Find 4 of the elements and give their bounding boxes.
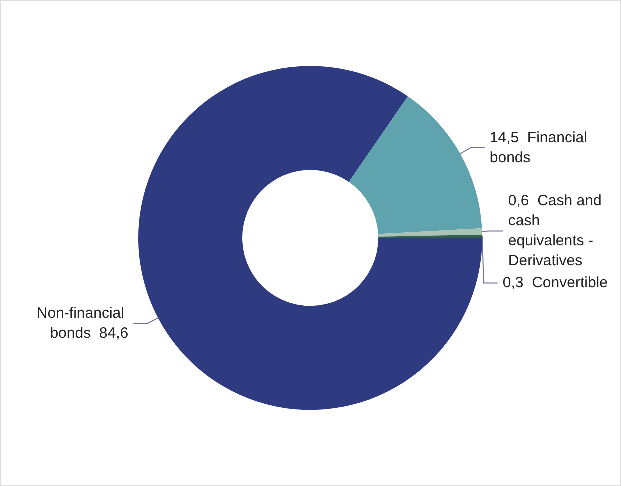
slice-label: Non-financial bonds 84,6: [36, 305, 129, 342]
slice-label: 14,5 Financial bonds: [490, 130, 592, 166]
slice-label: 0,3 Convertible: [502, 274, 608, 292]
slice-label: 0,6 Cash and cash equivalents - Derivatives: [508, 192, 606, 270]
